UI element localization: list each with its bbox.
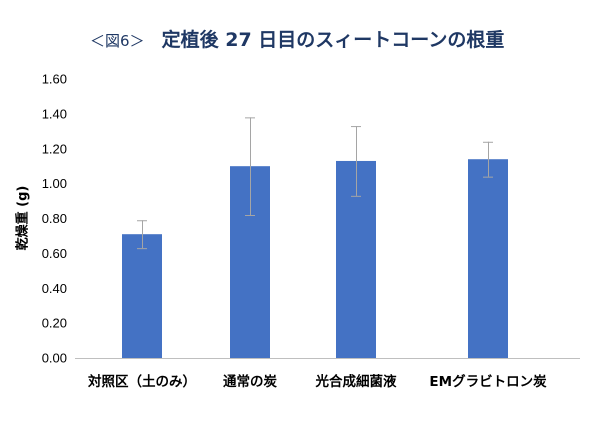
error-bar xyxy=(351,126,361,197)
y-tick-label: 1.00 xyxy=(42,176,67,191)
bars xyxy=(122,159,508,358)
y-tick-label: 0.60 xyxy=(42,246,67,261)
y-tick-label: 1.40 xyxy=(42,106,67,121)
y-tick-label: 0.80 xyxy=(42,211,67,226)
bar xyxy=(468,159,508,358)
error-bar xyxy=(483,141,493,178)
y-tick-label: 0.00 xyxy=(42,351,67,366)
chart-title: ＜図6＞ 定植後 27 日目のスィートコーンの根重 xyxy=(90,27,504,54)
figure-label: ＜図6＞ xyxy=(90,32,145,50)
category-labels: 対照区（土のみ） 通常の炭 光合成細菌液 EMグラビトロン炭 xyxy=(87,373,547,390)
title-text: 定植後 27 日目のスィートコーンの根重 xyxy=(161,29,505,51)
y-tick-label: 1.60 xyxy=(42,72,67,87)
y-tick-label: 0.20 xyxy=(42,316,67,331)
category-label: EMグラビトロン炭 xyxy=(429,373,547,390)
error-bars xyxy=(137,117,493,250)
y-axis-ticks: 0.00 0.20 0.40 0.60 0.80 1.00 1.20 1.40 1.60 xyxy=(42,72,67,366)
bar xyxy=(122,234,162,358)
category-label: 対照区（土のみ） xyxy=(87,373,196,390)
y-tick-label: 0.40 xyxy=(42,281,67,296)
category-label: 光合成細菌液 xyxy=(315,373,397,390)
category-label: 通常の炭 xyxy=(223,373,277,390)
y-tick-label: 1.20 xyxy=(42,141,67,156)
error-bar xyxy=(245,117,255,217)
error-bar xyxy=(137,220,147,250)
